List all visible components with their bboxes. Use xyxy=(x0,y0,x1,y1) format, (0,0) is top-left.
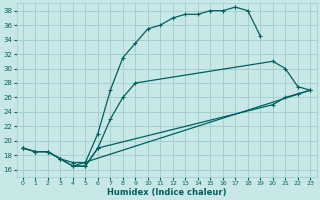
X-axis label: Humidex (Indice chaleur): Humidex (Indice chaleur) xyxy=(107,188,226,197)
